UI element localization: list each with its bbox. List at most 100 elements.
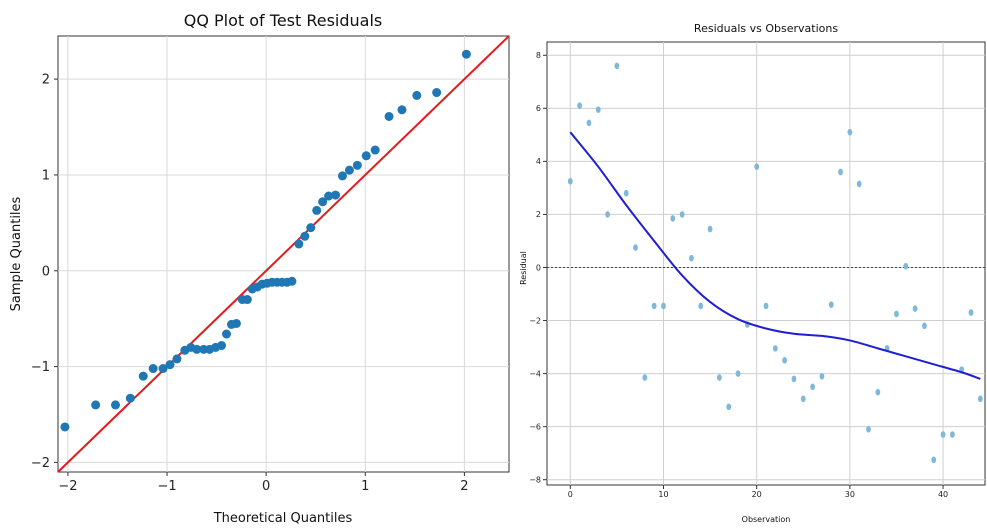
- residuals-points: [567, 62, 983, 464]
- data-point: [726, 403, 732, 411]
- data-point: [614, 62, 620, 70]
- data-point: [352, 160, 362, 170]
- residuals-plot-area: [546, 41, 986, 486]
- data-point: [312, 205, 322, 215]
- data-point: [922, 322, 927, 330]
- data-point: [595, 106, 601, 113]
- y-tick-label: −2: [529, 316, 541, 325]
- data-point: [605, 211, 610, 218]
- data-point: [903, 262, 909, 270]
- y-tick-label: −2: [31, 456, 50, 471]
- data-point: [361, 151, 371, 161]
- data-point: [800, 395, 806, 403]
- data-point: [110, 400, 120, 410]
- qq-grid: [58, 36, 509, 472]
- y-tick-label: 6: [536, 104, 541, 113]
- residuals-y-ticks: −8 −6 −4 −2 0 2 4 6 8: [529, 51, 547, 484]
- y-tick-label: 1: [42, 168, 50, 183]
- data-point: [707, 225, 713, 233]
- data-point: [318, 197, 328, 207]
- data-point: [384, 111, 394, 121]
- data-point: [192, 344, 202, 354]
- data-point: [324, 191, 334, 201]
- data-point: [651, 302, 657, 310]
- x-tick-label: 2: [460, 479, 468, 494]
- residuals-y-label: Residual: [519, 251, 528, 285]
- data-point: [698, 302, 704, 310]
- data-point: [432, 88, 442, 98]
- data-point: [287, 276, 297, 286]
- data-point: [370, 145, 380, 155]
- residuals-grid: [547, 42, 985, 485]
- residuals-x-label: Observation: [742, 515, 791, 524]
- residuals-plot: 0 10 20 30 40 −8 −6 −4 −2 0 2 4 6 8 Residuals vs Obs…: [519, 22, 986, 524]
- data-point: [567, 177, 573, 185]
- data-point: [148, 364, 158, 374]
- data-point: [661, 302, 666, 310]
- data-point: [754, 163, 760, 170]
- data-point: [294, 239, 304, 249]
- data-point: [717, 374, 722, 381]
- data-point: [642, 374, 648, 381]
- data-point: [735, 370, 741, 377]
- qq-y-label: Sample Quantiles: [9, 196, 24, 311]
- x-tick-label: 0: [262, 479, 270, 494]
- data-point: [856, 180, 862, 188]
- residuals-smooth-line: [569, 131, 981, 380]
- x-tick-label: 20: [752, 490, 762, 499]
- y-tick-label: 2: [536, 210, 541, 219]
- y-tick-label: −8: [529, 475, 541, 484]
- data-point: [689, 254, 694, 262]
- qq-y-ticks: −2 −1 0 1 2: [31, 73, 58, 471]
- data-point: [791, 375, 797, 383]
- data-point: [623, 189, 629, 197]
- data-point: [763, 302, 769, 310]
- residuals-x-ticks: 0 10 20 30 40: [568, 485, 948, 499]
- data-point: [172, 354, 182, 364]
- data-point: [828, 301, 834, 308]
- data-point: [331, 190, 341, 200]
- data-point: [670, 215, 676, 222]
- y-tick-label: 8: [536, 51, 541, 60]
- data-point: [60, 422, 70, 432]
- qq-points: [60, 49, 471, 432]
- y-tick-label: −1: [31, 360, 50, 375]
- data-point: [633, 244, 638, 251]
- y-tick-label: −4: [529, 369, 541, 378]
- data-point: [306, 223, 316, 233]
- data-point: [949, 431, 955, 438]
- data-point: [679, 211, 685, 218]
- data-point: [577, 102, 583, 109]
- qq-title: QQ Plot of Test Residuals: [184, 11, 383, 30]
- x-tick-label: 40: [938, 490, 948, 499]
- data-point: [300, 231, 310, 241]
- data-point: [586, 119, 592, 127]
- data-point: [866, 425, 871, 433]
- data-point: [810, 383, 815, 391]
- y-tick-label: −6: [529, 422, 541, 431]
- data-point: [894, 310, 899, 318]
- qq-x-label: Theoretical Quantiles: [213, 511, 353, 526]
- x-tick-label: 10: [658, 490, 668, 499]
- x-tick-label: −1: [157, 479, 176, 494]
- y-tick-label: 0: [536, 263, 541, 272]
- data-point: [222, 329, 232, 339]
- data-point: [847, 128, 853, 136]
- data-point: [782, 357, 788, 364]
- data-point: [125, 393, 135, 403]
- data-point: [158, 364, 168, 374]
- data-point: [461, 49, 471, 59]
- data-point: [838, 168, 843, 176]
- data-point: [231, 318, 241, 328]
- data-point: [217, 341, 227, 351]
- data-point: [344, 165, 354, 175]
- data-point: [242, 295, 252, 305]
- data-point: [912, 305, 918, 312]
- data-point: [397, 105, 407, 115]
- data-point: [165, 360, 175, 370]
- x-tick-label: 0: [568, 490, 573, 499]
- data-point: [138, 371, 148, 381]
- data-point: [91, 400, 101, 410]
- data-point: [931, 456, 937, 464]
